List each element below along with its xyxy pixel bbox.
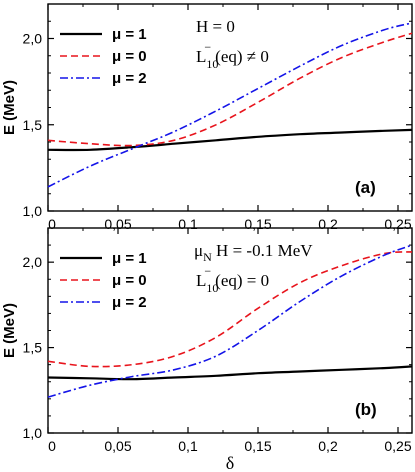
y-tick-label: 2,0	[23, 31, 43, 47]
annotation-line-2: L10− (eq) ≠ 0	[196, 40, 269, 71]
series-line-mu-1	[47, 365, 413, 381]
x-tick-label: 0	[48, 438, 56, 454]
x-axis-title: δ	[226, 453, 234, 472]
x-tick-label: 0,15	[244, 438, 271, 454]
legend-label: μ = 2	[112, 294, 147, 311]
x-tick-label: 0,2	[318, 438, 338, 454]
y-tick-label: 2,0	[23, 254, 43, 270]
legend: μ = 1 μ = 0 μ = 2	[60, 26, 147, 87]
y-tick-label: 1,0	[23, 203, 43, 219]
annotation: H = 0 L10− (eq) ≠ 0	[196, 17, 269, 71]
panel-label: (b)	[355, 400, 377, 419]
y-tick-label: 1,5	[23, 117, 43, 133]
series-line-mu-0	[47, 251, 413, 368]
x-tick-label: 0,05	[104, 438, 131, 454]
legend-label: μ = 1	[112, 26, 147, 43]
annotation-line-1: H = 0	[196, 17, 235, 36]
panel-label: (a)	[355, 178, 376, 197]
y-tick-label: 1,0	[23, 425, 43, 441]
series-line-mu-1	[47, 128, 413, 152]
series-line-mu-2	[47, 22, 413, 188]
annotation-line-1: μN H = -0.1 MeV	[194, 241, 313, 264]
legend-label: μ = 1	[112, 250, 147, 267]
x-tick-label: 0	[48, 216, 56, 232]
y-axis-title: E (MeV)	[1, 80, 18, 135]
annotation-line-2: L10− (eq) = 0	[196, 264, 269, 295]
legend-label: μ = 2	[112, 70, 147, 87]
y-axis-title: E (MeV)	[1, 303, 18, 358]
series-line-mu-2	[47, 244, 413, 398]
x-tick-label: 0,25	[384, 438, 411, 454]
legend-label: μ = 0	[112, 48, 147, 65]
legend: μ = 1 μ = 0 μ = 2	[60, 250, 147, 311]
legend-label: μ = 0	[112, 272, 147, 289]
x-tick-label: 0,1	[178, 438, 198, 454]
y-tick-label: 1,5	[23, 340, 43, 356]
panel-b: 0 0,05 0,1 0,15 0,2 0,25 1,0 1,5 2,0 E (MeV) δ μ = …	[1, 227, 413, 472]
panel-a: 0 0,05 0,1 0,15 0,2 0,251,01,52,0E (MeV)μ = 1…	[1, 3, 413, 232]
